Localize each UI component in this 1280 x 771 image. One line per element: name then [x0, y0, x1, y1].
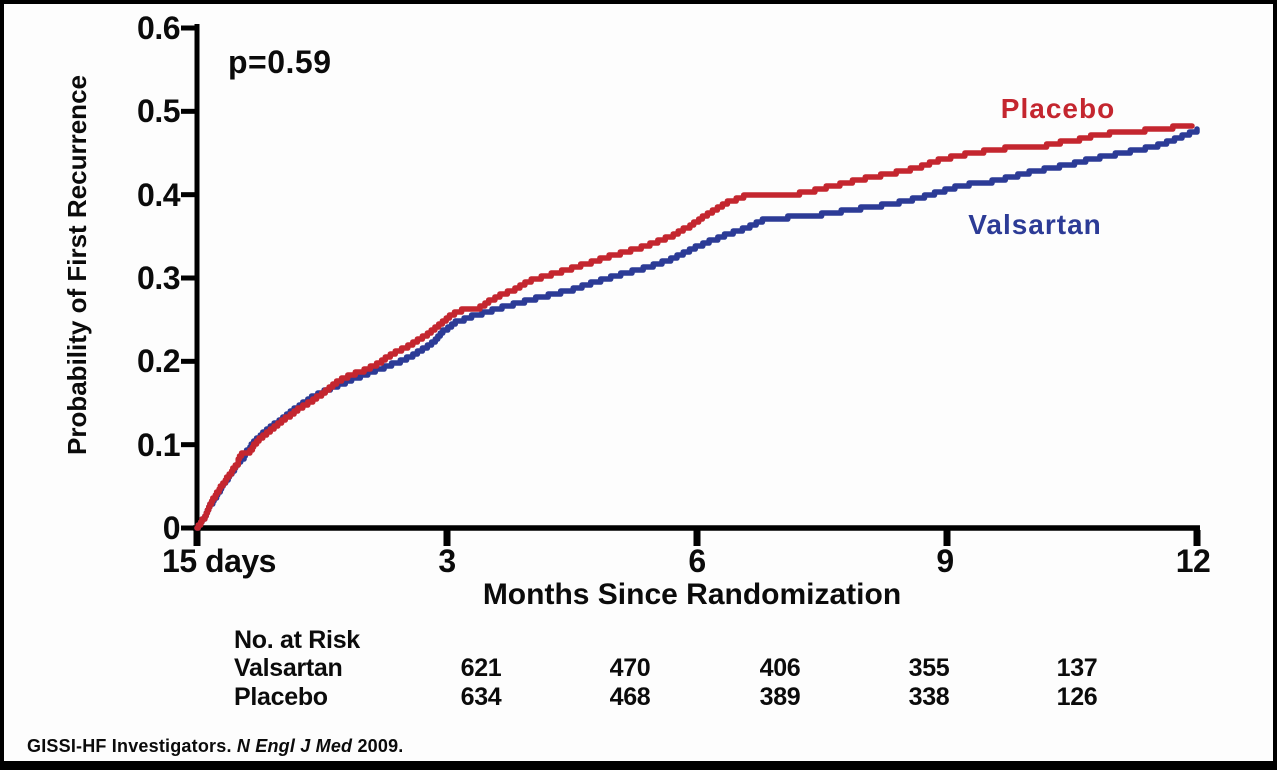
risk-count-valsartan: 355	[908, 654, 950, 682]
citation-authors: GISSI-HF Investigators.	[27, 736, 237, 756]
placebo-curve-label: Placebo	[1000, 93, 1116, 124]
citation-journal: N Engl J Med	[236, 736, 353, 756]
y-tick-label: 0.1	[137, 426, 180, 463]
y-tick-label: 0.6	[137, 10, 180, 46]
risk-count-placebo: 468	[609, 683, 651, 711]
risk-row-label-placebo: Placebo	[234, 683, 328, 711]
risk-count-valsartan: 406	[759, 654, 801, 682]
risk-count-placebo: 338	[908, 683, 950, 711]
x-axis-title: Months Since Randomization	[482, 578, 902, 611]
risk-count-placebo: 126	[1056, 683, 1098, 711]
placebo-curve	[194, 123, 1195, 531]
x-tick-label: 3	[438, 543, 456, 579]
y-tick-label: 0.2	[137, 343, 180, 380]
y-tick-label: 0.5	[137, 93, 180, 130]
x-tick-label: 12	[1175, 543, 1211, 579]
citation-year: 2009.	[352, 736, 404, 756]
x-tick-label: 6	[688, 543, 706, 579]
risk-count-placebo: 634	[460, 683, 502, 711]
y-tick-label: 0.4	[137, 176, 180, 213]
source-citation: GISSI-HF Investigators. N Engl J Med 200…	[27, 736, 404, 757]
p-value-annotation: p=0.59	[228, 44, 332, 80]
risk-count-valsartan: 137	[1056, 654, 1098, 682]
risk-row-label-valsartan: Valsartan	[234, 654, 343, 682]
risk-table-header: No. at Risk	[234, 626, 360, 654]
x-tick-label: 9	[936, 543, 954, 579]
risk-count-valsartan: 621	[460, 654, 502, 682]
y-tick-label: 0.3	[137, 260, 180, 296]
risk-count-placebo: 389	[759, 683, 801, 711]
x-tick-label: 15 days	[162, 543, 276, 579]
y-tick-label: 0	[162, 510, 181, 546]
valsartan-curve-label: Valsartan	[968, 209, 1102, 240]
risk-count-valsartan: 470	[609, 654, 651, 682]
valsartan-curve	[194, 126, 1200, 531]
